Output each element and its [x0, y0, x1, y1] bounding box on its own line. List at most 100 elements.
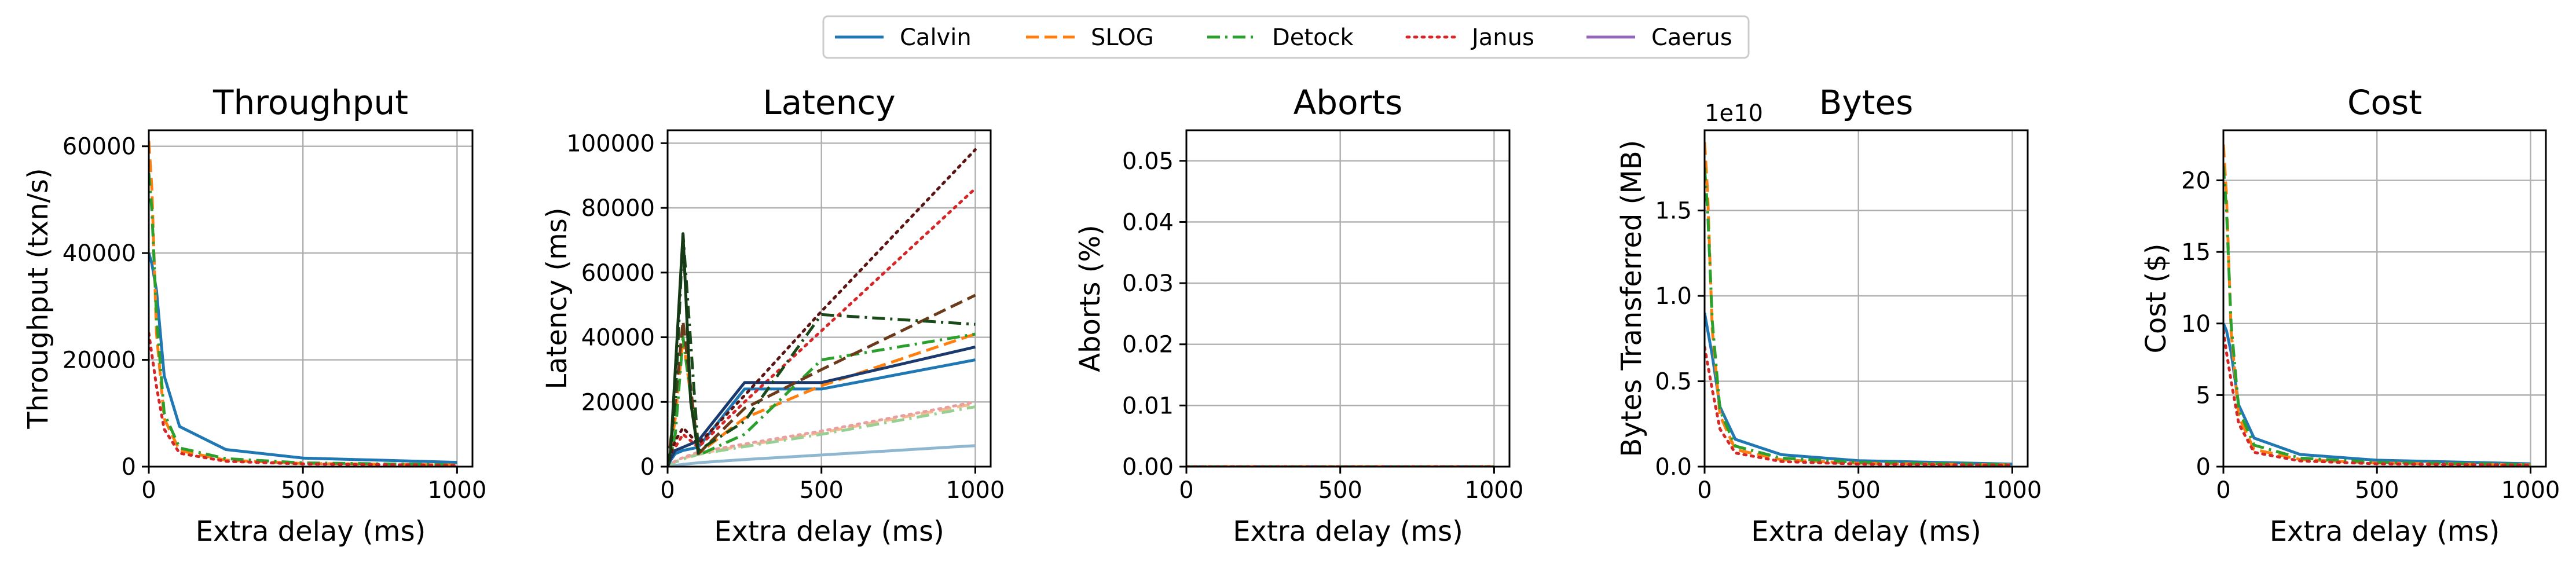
x-axis-label: Extra delay (ms) [196, 515, 426, 548]
panel-title: Aborts [1294, 83, 1403, 122]
x-tick-label: 1000 [1465, 477, 1524, 504]
series-line-detock [149, 173, 457, 467]
y-tick-label: 80000 [581, 195, 655, 222]
y-axis-label: Latency (ms) [541, 207, 573, 389]
y-tick-label: 5 [2196, 382, 2211, 409]
x-tick-label: 0 [1179, 477, 1193, 504]
x-tick-label: 0 [660, 477, 675, 504]
x-tick-label: 500 [281, 477, 325, 504]
series-line-detock [1705, 167, 2013, 466]
series-group [2223, 144, 2532, 467]
latency-panel: 0 500 1000 0 20000 40000 60000 80000 100000 Laten… [541, 83, 1005, 548]
y-tick-label: 40000 [581, 325, 655, 351]
y-axis-label: Throughput (txn/s) [22, 168, 54, 429]
x-tick-label: 1000 [1983, 477, 2042, 504]
y-axis-label: Aborts (%) [1074, 225, 1106, 372]
x-tick-label: 500 [1318, 477, 1362, 504]
y-axis-label: Cost ($) [2140, 244, 2172, 354]
plot-frame [2222, 129, 2547, 468]
y-tick-label: 0.02 [1122, 332, 1174, 358]
legend-label: Detock [1272, 24, 1354, 51]
y-tick-label: 10 [2181, 311, 2211, 338]
series-line-3 [668, 405, 976, 467]
legend: Calvin SLOG Detock Janus Caerus [822, 15, 1750, 59]
grid [1185, 130, 1509, 468]
legend-frame [822, 15, 1750, 59]
legend-label: SLOG [1091, 24, 1154, 51]
throughput-panel: 0 500 1000 0 20000 40000 60000 Throughput Extra … [22, 83, 486, 548]
series-line-calvin [2223, 322, 2531, 465]
x-tick-label: 500 [800, 477, 844, 504]
y-tick-label: 20000 [581, 389, 655, 416]
legend-label: Calvin [900, 24, 972, 51]
y-tick-label: 0.05 [1122, 148, 1174, 175]
x-tick-label: 1000 [2501, 477, 2560, 504]
x-tick-label: 0 [2216, 477, 2230, 504]
series-line-13 [668, 232, 700, 467]
y-tick-label: 60000 [581, 260, 655, 287]
y-tick-label: 0 [122, 454, 136, 481]
y-tick-label: 0.0 [1655, 454, 1692, 481]
y-tick-label: 40000 [63, 240, 136, 267]
x-axis-label: Extra delay (ms) [1751, 515, 1981, 548]
series-group [1705, 142, 2014, 467]
panel-title: Latency [763, 83, 895, 122]
bytes-panel: 0 500 1000 0.0 0.5 1.0 1.5 Bytes Extra delay (ms… [1615, 83, 2042, 548]
legend-label: Janus [1470, 24, 1534, 51]
panel-title: Throughput [212, 83, 408, 122]
panel-title: Bytes [1819, 83, 1914, 122]
legend-label: Caerus [1651, 24, 1732, 51]
plot-frame [1703, 129, 2029, 468]
y-tick-label: 0.00 [1122, 454, 1174, 481]
x-tick-label: 1000 [427, 477, 486, 504]
series-line-slog [1705, 142, 2013, 467]
series-line-detock [2223, 166, 2531, 466]
legend-entry-detock: Detock [1207, 24, 1354, 51]
x-axis-label: Extra delay (ms) [714, 515, 944, 548]
y-tick-label: 0.5 [1655, 369, 1692, 395]
y-offset-text: 1e10 [1705, 100, 1763, 127]
series-line-9 [668, 345, 976, 467]
legend-entry-slog: SLOG [1026, 24, 1154, 51]
plot-frame [148, 129, 474, 468]
panel-title: Cost [2347, 83, 2422, 122]
y-tick-label: 0 [640, 454, 655, 481]
x-axis-label: Extra delay (ms) [1233, 515, 1463, 548]
y-tick-label: 20000 [63, 347, 136, 374]
y-tick-label: 0.04 [1122, 209, 1174, 236]
y-tick-label: 15 [2181, 239, 2211, 266]
y-tick-label: 100000 [566, 130, 655, 157]
cost-panel: 0 500 1000 0 5 10 15 20 Cost Extra delay (ms) Cost… [2140, 83, 2560, 548]
aborts-panel: 0 500 1000 0.00 0.01 0.02 0.03 0.04 0.05 Aborts Ex… [1074, 83, 1523, 548]
legend-entries: Calvin SLOG Detock Janus Caerus [835, 24, 1732, 51]
legend-entry-janus: Janus [1405, 24, 1534, 51]
x-tick-label: 0 [1697, 477, 1712, 504]
grid [148, 130, 472, 468]
panels: 0 500 10000200004000060000ThroughputExtra … [22, 83, 2560, 548]
legend-entry-calvin: Calvin [835, 24, 972, 51]
grid [1703, 130, 2028, 468]
series-line-janus [1705, 346, 2014, 467]
series-line-janus [149, 331, 459, 467]
y-tick-label: 1.5 [1655, 198, 1692, 225]
y-axis-label: Bytes Transferred (MB) [1615, 140, 1648, 457]
series-group [149, 141, 459, 467]
plot-frame [666, 129, 992, 468]
x-tick-label: 500 [2355, 477, 2399, 504]
series-line-calvin [149, 252, 457, 464]
plot-frame [1185, 129, 1511, 468]
legend-entry-caerus: Caerus [1586, 24, 1732, 51]
y-tick-label: 0.01 [1122, 393, 1174, 419]
y-tick-label: 1.0 [1655, 283, 1692, 310]
series-group [668, 148, 977, 467]
series-line-8 [668, 187, 977, 467]
y-tick-label: 0.03 [1122, 270, 1174, 297]
x-tick-label: 1000 [946, 477, 1005, 504]
x-axis-label: Extra delay (ms) [2270, 515, 2500, 548]
x-tick-label: 500 [1837, 477, 1881, 504]
y-tick-label: 0 [2196, 454, 2211, 481]
series-line-4 [668, 400, 977, 467]
series-line-calvin [1705, 313, 2013, 466]
y-tick-label: 20 [2181, 168, 2211, 195]
